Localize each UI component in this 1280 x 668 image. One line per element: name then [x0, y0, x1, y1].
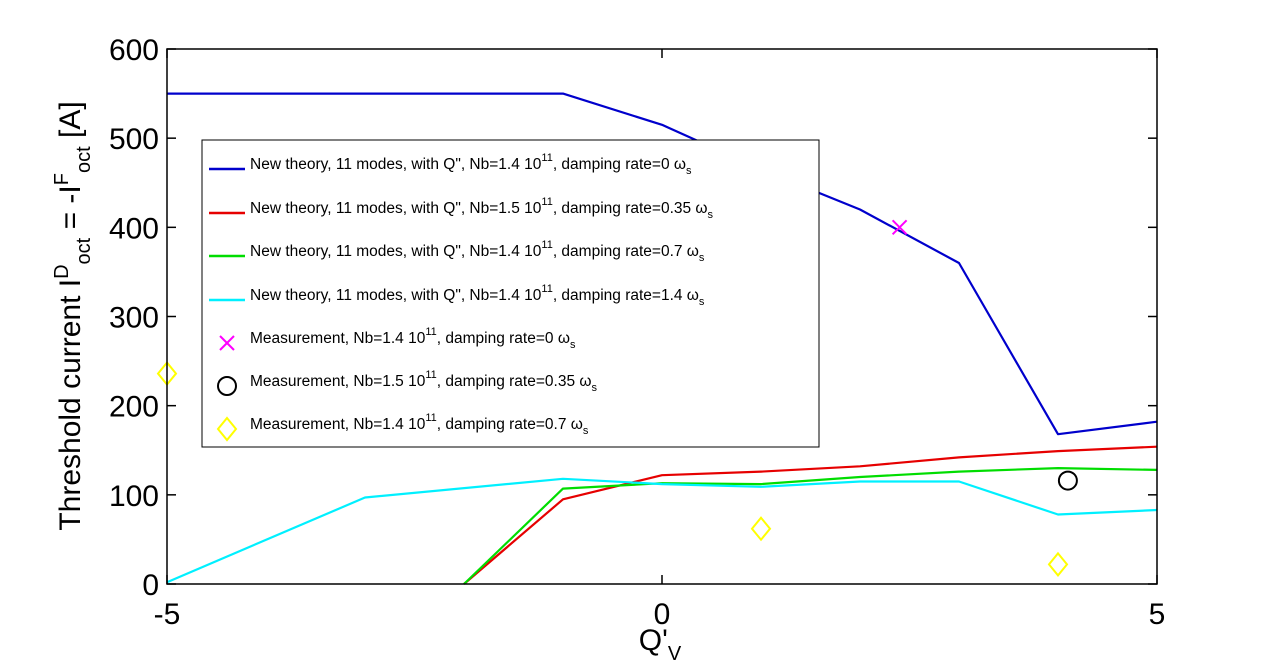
series-line-2 — [463, 445, 1158, 585]
series-7-marker — [750, 516, 772, 542]
legend-label: Measurement, Nb=1.5 1011, damping rate=0… — [250, 369, 597, 394]
series-6-marker — [1057, 470, 1078, 491]
series-line-3 — [463, 467, 1158, 585]
x-tick-label: -5 — [154, 598, 181, 631]
legend-label: New theory, 11 modes, with Q", Nb=1.4 10… — [250, 283, 705, 308]
legend-label: Measurement, Nb=1.4 1011, damping rate=0… — [250, 326, 576, 351]
x-axis-title: Q'V — [639, 624, 682, 665]
legend-swatch — [217, 376, 237, 396]
x-tick-label: 0 — [654, 598, 671, 631]
y-tick-label: 300 — [109, 302, 159, 335]
y-tick-label: 0 — [142, 569, 159, 602]
y-tick-label: 600 — [109, 34, 159, 67]
series-7-marker — [1047, 551, 1069, 577]
x-tick-label: 5 — [1149, 598, 1166, 631]
y-tick-label: 200 — [109, 391, 159, 424]
y-tick-label: 100 — [109, 480, 159, 513]
legend-label: New theory, 11 modes, with Q", Nb=1.4 10… — [250, 239, 705, 264]
legend-label: New theory, 11 modes, with Q", Nb=1.5 10… — [250, 196, 714, 221]
legend-label: Measurement, Nb=1.4 1011, damping rate=0… — [250, 412, 589, 437]
legend-box — [201, 139, 820, 448]
y-axis-title: Threshold current IDoct = -IFoct [A] — [51, 101, 95, 530]
series-5-marker — [891, 219, 908, 236]
series-line-4 — [166, 477, 1158, 584]
y-tick-label: 400 — [109, 212, 159, 245]
legend-swatch — [219, 335, 235, 351]
legend: New theory, 11 modes, with Q", Nb=1.4 10… — [201, 139, 820, 448]
legend-swatch — [216, 416, 238, 442]
y-tick-label: 500 — [109, 123, 159, 156]
x-axis-title-subscript: V — [668, 643, 682, 665]
legend-label: New theory, 11 modes, with Q", Nb=1.4 10… — [250, 152, 692, 177]
